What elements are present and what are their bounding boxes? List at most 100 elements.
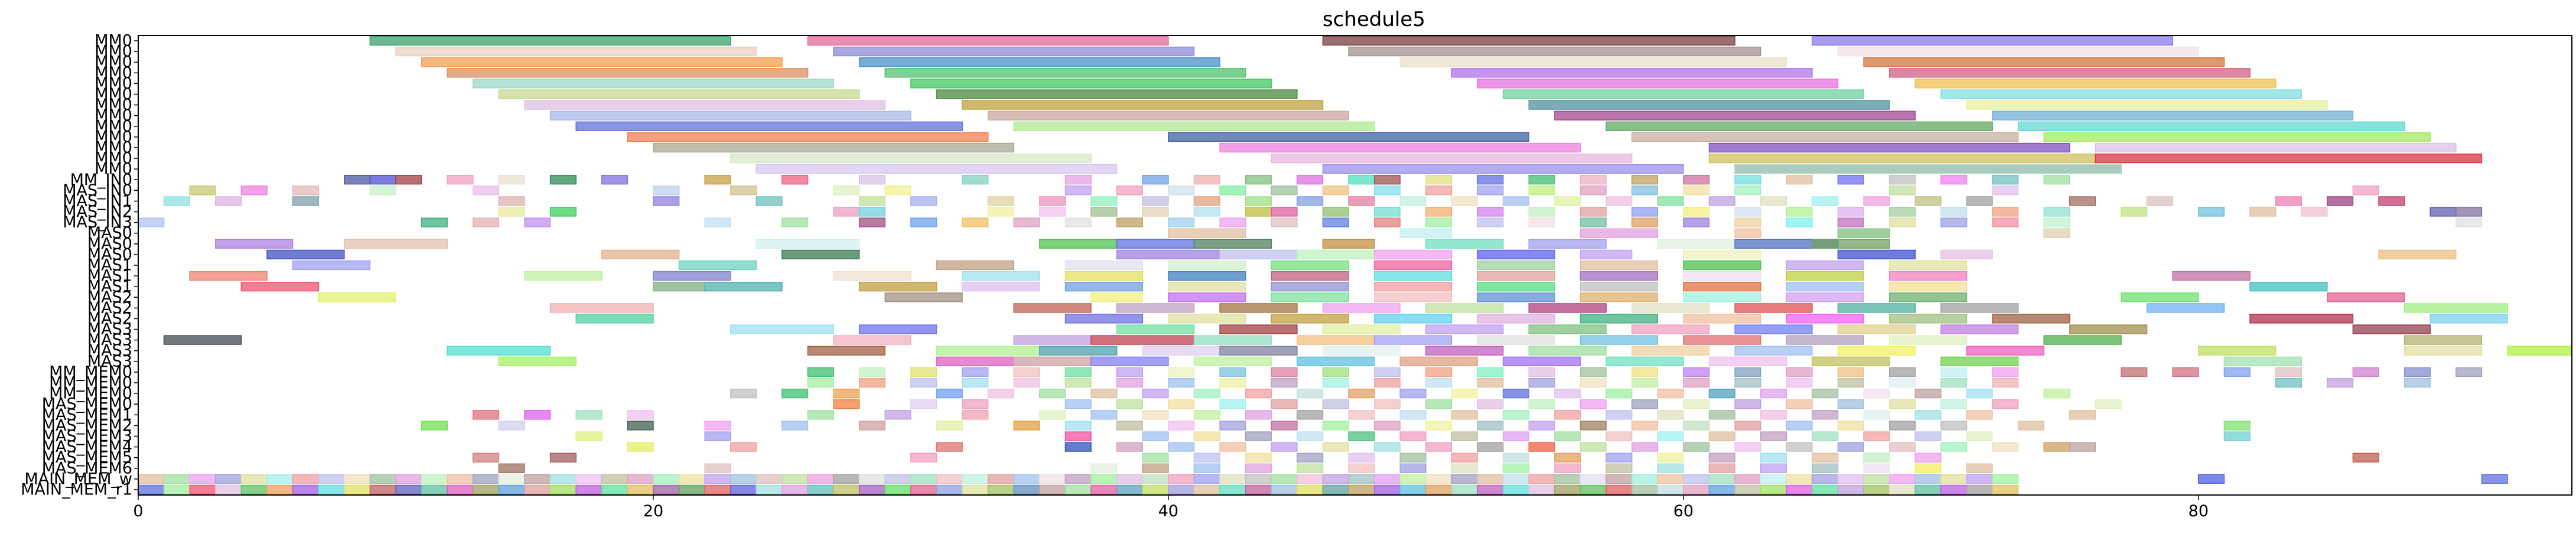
schedule-bar bbox=[807, 484, 834, 495]
schedule-bar bbox=[1940, 303, 2019, 313]
schedule-bar bbox=[807, 410, 834, 420]
schedule-bar bbox=[755, 474, 783, 484]
schedule-bar bbox=[730, 388, 757, 399]
schedule-bar bbox=[1786, 335, 1864, 345]
schedule-bar bbox=[1477, 217, 1504, 227]
schedule-bar bbox=[1605, 431, 1633, 441]
schedule-bar bbox=[473, 79, 834, 89]
schedule-bar bbox=[1373, 484, 1401, 495]
schedule-bar bbox=[1219, 142, 1581, 153]
schedule-bar bbox=[627, 421, 654, 431]
schedule-bar bbox=[1837, 217, 1864, 227]
schedule-bar bbox=[730, 484, 757, 495]
y-tick-label: MM_IN0 bbox=[70, 171, 132, 189]
schedule-bar bbox=[910, 452, 937, 463]
schedule-bar bbox=[678, 484, 705, 495]
schedule-bar bbox=[421, 217, 448, 227]
schedule-bar bbox=[240, 185, 268, 196]
schedule-bar bbox=[858, 175, 886, 185]
schedule-bar bbox=[1786, 282, 1864, 292]
schedule-bar bbox=[1271, 282, 1349, 292]
schedule-bar bbox=[987, 474, 1015, 484]
schedule-bar bbox=[730, 185, 757, 196]
schedule-bar bbox=[1683, 335, 1761, 345]
schedule-bar bbox=[1888, 314, 1968, 324]
schedule-bar bbox=[807, 377, 834, 388]
schedule-bar bbox=[1888, 217, 1916, 227]
schedule-bar bbox=[987, 110, 1349, 121]
schedule-bar bbox=[369, 484, 396, 495]
schedule-bar bbox=[1888, 175, 1916, 185]
schedule-bar bbox=[1013, 121, 1375, 131]
schedule-bar bbox=[498, 196, 525, 206]
schedule-bar bbox=[1322, 346, 1401, 356]
schedule-bar bbox=[781, 388, 809, 399]
schedule-bar bbox=[1245, 388, 1272, 399]
schedule-bar bbox=[1193, 207, 1220, 217]
schedule-bar bbox=[1193, 474, 1220, 484]
schedule-bar bbox=[1271, 153, 1633, 164]
schedule-bar bbox=[1940, 421, 1968, 431]
schedule-bar bbox=[1528, 484, 1555, 495]
schedule-bar bbox=[1863, 410, 1890, 420]
schedule-bar bbox=[1812, 463, 1839, 473]
schedule-bar bbox=[1708, 484, 1735, 495]
schedule-bar bbox=[755, 484, 783, 495]
y-tick-label: MAS1 bbox=[87, 256, 132, 275]
y-tick-label: MAS_IN3 bbox=[63, 213, 132, 232]
schedule-bar bbox=[601, 474, 628, 484]
schedule-bar bbox=[1013, 484, 1040, 495]
schedule-bar bbox=[962, 367, 989, 377]
schedule-bar bbox=[1992, 367, 2019, 377]
schedule-bar bbox=[1708, 196, 1735, 206]
schedule-bar bbox=[1373, 399, 1401, 409]
schedule-bar bbox=[1425, 324, 1504, 334]
schedule-bar bbox=[1039, 196, 1066, 206]
schedule-bar bbox=[1966, 346, 2044, 356]
schedule-bar bbox=[1271, 367, 1298, 377]
schedule-bar bbox=[1064, 484, 1092, 495]
schedule-bar bbox=[1142, 175, 1169, 185]
schedule-bar bbox=[1373, 367, 1401, 377]
schedule-bar bbox=[1425, 474, 1453, 484]
schedule-bar bbox=[1116, 399, 1144, 409]
schedule-bar bbox=[1631, 303, 1710, 313]
schedule-bar bbox=[1348, 484, 1375, 495]
schedule-bar bbox=[1888, 377, 1916, 388]
schedule-bar bbox=[1992, 399, 2019, 409]
schedule-bar bbox=[549, 303, 654, 313]
schedule-bar bbox=[1914, 388, 1942, 399]
schedule-bar bbox=[292, 196, 319, 206]
schedule-bar bbox=[447, 474, 474, 484]
schedule-bar bbox=[575, 484, 603, 495]
schedule-bar bbox=[1657, 463, 1684, 473]
schedule-bar bbox=[138, 474, 165, 484]
schedule-bar bbox=[1786, 271, 1864, 281]
schedule-bar bbox=[1168, 260, 1246, 271]
schedule-bar bbox=[1116, 303, 1195, 313]
schedule-bar bbox=[910, 196, 937, 206]
schedule-bar bbox=[962, 474, 989, 484]
x-tick-label: 60 bbox=[1673, 502, 1694, 520]
schedule-bar bbox=[1631, 207, 1659, 217]
schedule-bar bbox=[1168, 474, 1195, 484]
schedule-bar bbox=[1580, 185, 1607, 196]
schedule-bar bbox=[1219, 484, 1246, 495]
schedule-bar bbox=[1528, 207, 1555, 217]
schedule-bar bbox=[987, 388, 1015, 399]
schedule-bar bbox=[1605, 196, 1633, 206]
schedule-bar bbox=[962, 175, 989, 185]
schedule-bar bbox=[1245, 207, 1272, 217]
y-tick-label: MM_MEM0 bbox=[49, 363, 132, 381]
y-tick-label: MM0 bbox=[95, 85, 132, 103]
schedule-bar bbox=[1399, 431, 1427, 441]
schedule-bar bbox=[653, 474, 680, 484]
schedule-bar bbox=[1322, 207, 1349, 217]
schedule-bar bbox=[1271, 217, 1298, 227]
y-tick-label: MM0 bbox=[95, 96, 132, 114]
schedule-bar bbox=[1245, 484, 1272, 495]
schedule-bar bbox=[1271, 474, 1298, 484]
schedule-bar bbox=[1863, 484, 1890, 495]
schedule-bar bbox=[936, 484, 963, 495]
schedule-bar bbox=[2249, 282, 2328, 292]
